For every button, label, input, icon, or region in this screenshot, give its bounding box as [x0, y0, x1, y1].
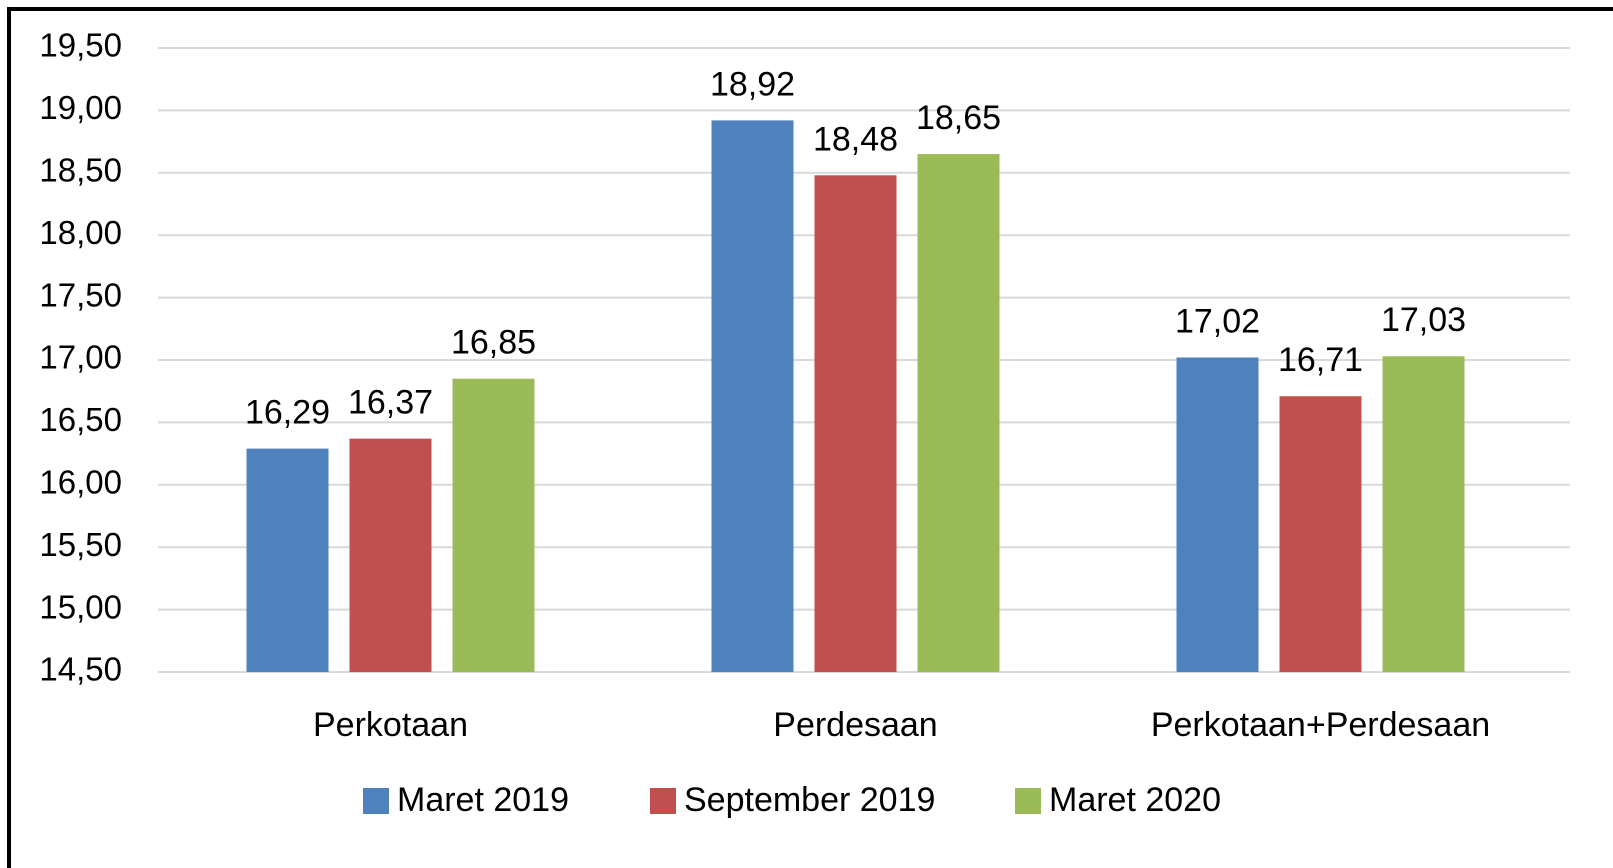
- y-tick-label: 19,50: [39, 27, 122, 64]
- y-tick-label: 16,00: [39, 464, 122, 501]
- bar: [452, 378, 535, 672]
- legend-label: September 2019: [684, 781, 935, 819]
- y-tick-label: 18,50: [39, 152, 122, 189]
- legend-label: Maret 2019: [397, 781, 569, 819]
- value-label: 16,85: [451, 324, 536, 362]
- y-tick-label: 17,00: [39, 339, 122, 376]
- x-tick-label: Perkotaan: [313, 706, 468, 744]
- value-label: 18,65: [916, 99, 1001, 137]
- y-tick-label: 17,50: [39, 276, 122, 313]
- legend-label: Maret 2020: [1049, 781, 1221, 819]
- bar: [711, 120, 794, 672]
- bar: [246, 448, 329, 672]
- y-tick-label: 15,00: [39, 588, 122, 625]
- x-tick-label: Perkotaan+Perdesaan: [1151, 706, 1490, 744]
- legend-swatch: [363, 788, 389, 814]
- bar: [917, 154, 1000, 672]
- bar: [349, 438, 432, 672]
- y-tick-label: 19,00: [39, 89, 122, 126]
- value-label: 18,48: [813, 120, 898, 158]
- value-label: 17,03: [1381, 301, 1466, 339]
- bar: [814, 175, 897, 672]
- value-label: 16,37: [348, 384, 433, 422]
- legend-swatch: [1015, 788, 1041, 814]
- x-tick-label: Perdesaan: [773, 706, 937, 744]
- y-tick-label: 14,50: [39, 651, 122, 688]
- value-label: 16,29: [245, 394, 330, 432]
- bar: [1279, 396, 1362, 672]
- value-label: 17,02: [1175, 302, 1260, 340]
- value-label: 16,71: [1278, 341, 1363, 379]
- bar: [1382, 356, 1465, 672]
- y-tick-label: 18,00: [39, 214, 122, 251]
- legend-swatch: [650, 788, 676, 814]
- value-label: 18,92: [710, 65, 795, 103]
- bar: [1176, 357, 1259, 672]
- y-tick-label: 16,50: [39, 401, 122, 438]
- y-tick-label: 15,50: [39, 526, 122, 563]
